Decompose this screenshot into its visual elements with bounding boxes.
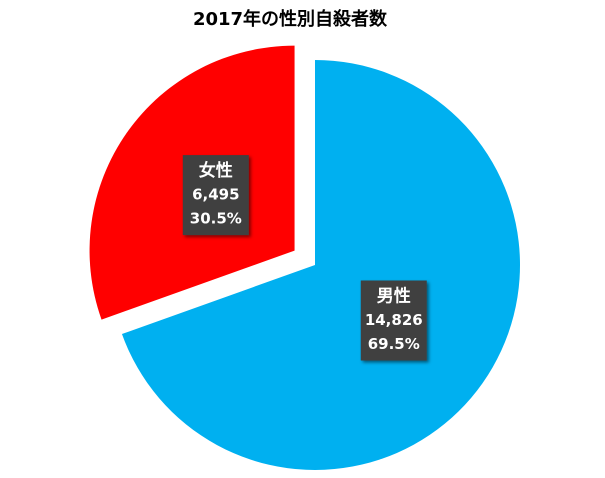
value-label: 14,826 <box>365 311 423 329</box>
pie-slice <box>121 60 521 470</box>
chart-title: 2017年の性別自殺者数 <box>193 8 388 30</box>
label-box <box>360 280 427 361</box>
data-label: 男性 14,826 69.5% <box>360 280 427 361</box>
value-label: 6,495 <box>192 186 239 204</box>
label-box <box>182 155 249 236</box>
slice-name: 女性 <box>199 160 233 181</box>
percent-label: 69.5% <box>368 335 420 353</box>
slice-name: 男性 <box>377 285 411 306</box>
percent-label: 30.5% <box>190 210 242 228</box>
data-label: 女性 6,495 30.5% <box>182 155 249 236</box>
